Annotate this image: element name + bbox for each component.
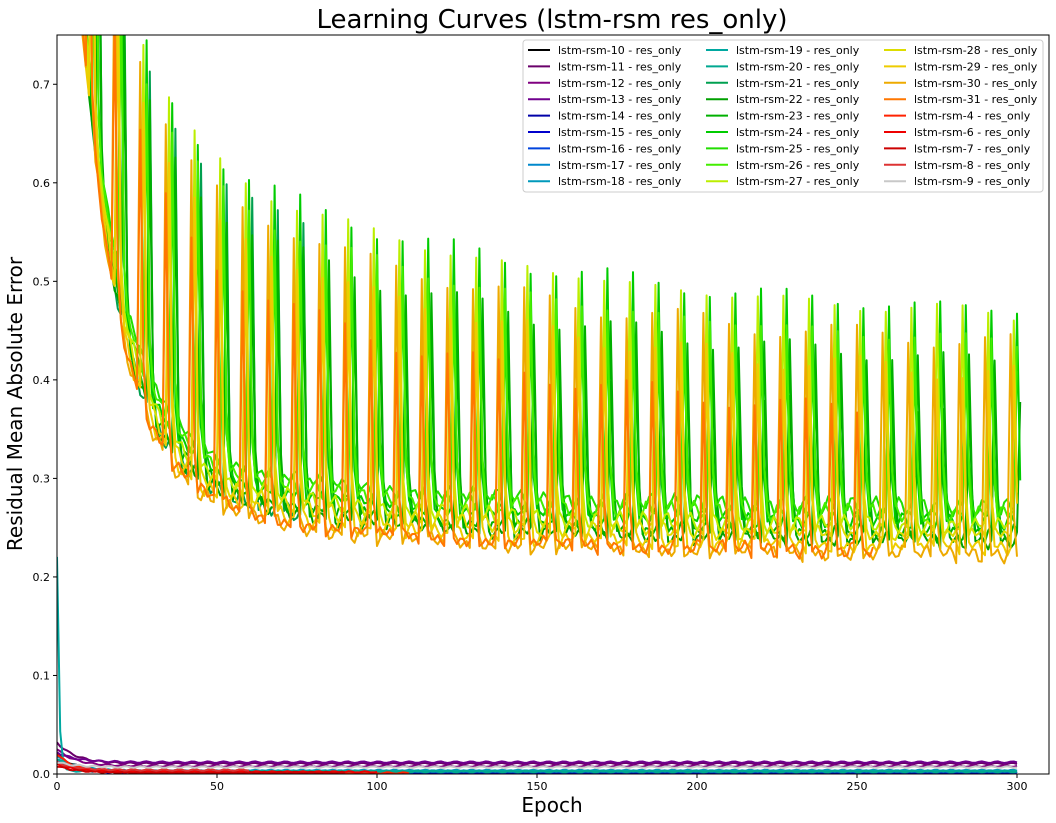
legend-label-5: lstm-rsm-15 - res_only <box>558 126 682 139</box>
legend-label-15: lstm-rsm-25 - res_only <box>736 142 860 155</box>
series-line-lstm-rsm-31 <box>82 35 874 560</box>
series-line-lstm-rsm-19 <box>57 556 1018 773</box>
series-line-lstm-rsm-11 <box>57 741 1018 766</box>
legend-label-4: lstm-rsm-14 - res_only <box>558 110 682 123</box>
chart-title: Learning Curves (lstm-rsm res_only) <box>316 5 787 35</box>
series-line-lstm-rsm-21 <box>83 35 314 522</box>
legend-label-0: lstm-rsm-10 - res_only <box>558 44 682 57</box>
y-tick-label-3: 0.3 <box>33 472 51 485</box>
legend-label-21: lstm-rsm-31 - res_only <box>914 93 1038 106</box>
legend-box <box>522 39 1044 193</box>
series-line-lstm-rsm-7 <box>57 765 346 774</box>
legend-label-1: lstm-rsm-11 - res_only <box>558 60 682 73</box>
y-tick-label-1: 0.1 <box>33 669 51 682</box>
x-tick-label-0: 0 <box>54 780 61 793</box>
legend-label-22: lstm-rsm-4 - res_only <box>914 110 1031 123</box>
x-tick-label-5: 250 <box>847 780 868 793</box>
y-tick-label-2: 0.2 <box>33 571 51 584</box>
x-tick-label-2: 100 <box>367 780 388 793</box>
plot-frame <box>56 34 1050 775</box>
legend-label-9: lstm-rsm-19 - res_only <box>736 44 860 57</box>
legend-label-3: lstm-rsm-13 - res_only <box>558 93 682 106</box>
y-axis-ticks: 0.0 0.1 0.2 0.3 0.4 0.5 0.6 0.7 <box>33 78 57 781</box>
legend-label-7: lstm-rsm-17 - res_only <box>558 159 682 172</box>
legend-label-20: lstm-rsm-30 - res_only <box>914 77 1038 90</box>
y-tick-label-7: 0.7 <box>33 78 51 91</box>
x-tick-label-6: 300 <box>1007 780 1028 793</box>
legend-label-6: lstm-rsm-16 - res_only <box>558 142 682 155</box>
y-tick-label-0: 0.0 <box>33 768 51 781</box>
legend-label-10: lstm-rsm-20 - res_only <box>736 60 860 73</box>
legend-label-26: lstm-rsm-9 - res_only <box>914 175 1031 188</box>
y-axis-label: Residual Mean Absolute Error <box>3 256 27 551</box>
series-line-lstm-rsm-13 <box>57 751 1018 764</box>
x-axis-label: Epoch <box>521 793 582 817</box>
series-layer <box>57 35 1022 774</box>
legend-label-23: lstm-rsm-6 - res_only <box>914 126 1031 139</box>
y-tick-label-5: 0.5 <box>33 275 51 288</box>
series-line-lstm-rsm-30 <box>81 35 1018 565</box>
legend-label-19: lstm-rsm-29 - res_only <box>914 60 1038 73</box>
series-line-lstm-rsm-8 <box>57 760 250 772</box>
legend-label-2: lstm-rsm-12 - res_only <box>558 77 682 90</box>
y-tick-label-6: 0.6 <box>33 177 51 190</box>
legend-label-16: lstm-rsm-26 - res_only <box>736 159 860 172</box>
legend-label-8: lstm-rsm-18 - res_only <box>558 175 682 188</box>
legend-label-13: lstm-rsm-23 - res_only <box>736 110 860 123</box>
legend-label-18: lstm-rsm-28 - res_only <box>914 44 1038 57</box>
x-tick-label-1: 50 <box>210 780 224 793</box>
y-tick-label-4: 0.4 <box>33 374 51 387</box>
legend-label-17: lstm-rsm-27 - res_only <box>736 175 860 188</box>
x-tick-label-3: 150 <box>527 780 548 793</box>
legend-label-14: lstm-rsm-24 - res_only <box>736 126 860 139</box>
x-axis-ticks: 0 50 100 150 200 250 300 <box>54 774 1028 793</box>
x-tick-label-4: 200 <box>687 780 708 793</box>
legend-label-24: lstm-rsm-7 - res_only <box>914 142 1031 155</box>
legend-label-12: lstm-rsm-22 - res_only <box>736 93 860 106</box>
series-line-lstm-rsm-9 <box>57 761 1018 769</box>
legend-label-25: lstm-rsm-8 - res_only <box>914 159 1031 172</box>
legend: lstm-rsm-10 - res_only lstm-rsm-11 - res_… <box>522 39 1044 193</box>
legend-label-11: lstm-rsm-21 - res_only <box>736 77 860 90</box>
